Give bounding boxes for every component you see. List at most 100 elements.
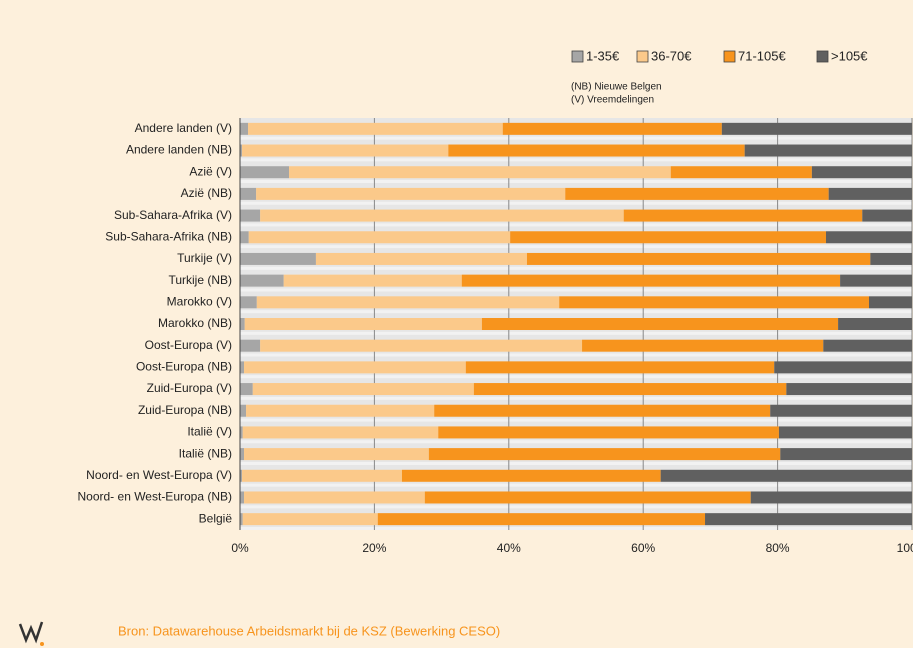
note: (V) Vreemdelingen — [571, 95, 654, 106]
bar-segment — [240, 448, 245, 461]
x-tick-label: 20% — [362, 541, 386, 555]
bar-segment — [240, 318, 245, 330]
bar-segment — [252, 383, 474, 396]
bar-segment — [242, 469, 402, 482]
bar-segment — [428, 448, 781, 461]
row-gap — [240, 223, 912, 227]
legend-label: >105€ — [831, 48, 868, 63]
y-tick-label: Oost-Europa (NB) — [136, 360, 232, 374]
bar-segment — [868, 296, 912, 309]
bar-segment — [240, 187, 257, 200]
logo-dot — [40, 642, 44, 646]
row-gap — [240, 180, 912, 184]
source: Bron: Datawarehouse Arbeidsmarkt bij de … — [118, 623, 500, 638]
bar-segment — [240, 361, 245, 374]
bar-segment — [244, 318, 482, 330]
bar-segment — [289, 166, 671, 179]
y-tick-label: Noord- en West-Europa (V) — [86, 468, 232, 482]
y-tick-label: Turkije (V) — [177, 251, 232, 265]
bar-segment — [240, 166, 290, 179]
bar-segment — [744, 144, 912, 157]
y-tick-label: Italië (V) — [187, 425, 232, 439]
note: (NB) Nieuwe Belgen — [571, 82, 662, 93]
x-tick-label: 60% — [631, 541, 655, 555]
bar-segment — [565, 187, 829, 200]
bar-segment — [526, 252, 871, 265]
row-gap — [240, 158, 912, 162]
bar-segment — [283, 274, 462, 287]
bar-segment — [705, 513, 912, 526]
bar-segment — [240, 426, 243, 439]
bar-segment — [240, 274, 284, 287]
bar-segment — [240, 491, 245, 504]
row-gap — [240, 288, 912, 292]
y-tick-label: Sub-Sahara-Afrika (V) — [114, 208, 232, 222]
bar-segment — [660, 469, 912, 482]
bar-segment — [823, 339, 912, 352]
legend-swatch — [636, 50, 649, 63]
bar-segment — [448, 144, 745, 157]
bar-segment — [774, 361, 912, 374]
row-gap — [240, 440, 912, 444]
bar-segment — [623, 209, 863, 222]
bar-segment — [260, 209, 624, 222]
bar-segment — [242, 426, 439, 439]
bar-segment — [721, 122, 912, 135]
bar-segment — [240, 404, 247, 417]
y-tick-label: Andere landen (NB) — [126, 143, 232, 157]
x-tick-label: 40% — [497, 541, 521, 555]
row-gap — [240, 353, 912, 357]
y-tick-label: België — [199, 511, 233, 525]
bar-segment — [862, 209, 912, 222]
bar-segment — [260, 339, 583, 352]
bar-segment — [240, 513, 243, 526]
bar-segment — [240, 122, 249, 135]
row-gap — [240, 396, 912, 400]
y-tick-label: Azië (NB) — [181, 186, 232, 200]
bar-segment — [315, 252, 527, 265]
bar-segment — [240, 231, 249, 244]
row-gap — [240, 245, 912, 249]
y-tick-label: Marokko (V) — [167, 294, 232, 308]
bar-segment — [244, 448, 429, 461]
bar-segment — [481, 318, 839, 330]
bar-segment — [838, 318, 912, 330]
row-gap — [240, 375, 912, 379]
bar-segment — [438, 426, 779, 439]
legend-swatch — [571, 50, 584, 63]
bar-segment — [811, 166, 912, 179]
x-tick-label: 100% — [897, 541, 913, 555]
bar-segment — [242, 144, 449, 157]
y-tick-label: Oost-Europa (V) — [145, 338, 232, 352]
row-gap — [240, 266, 912, 270]
bar-segment — [244, 491, 425, 504]
bar-segment — [240, 296, 257, 309]
bar-segment — [510, 231, 826, 244]
bar-segment — [256, 187, 566, 200]
x-tick-label: 80% — [766, 541, 790, 555]
bar-segment — [840, 274, 912, 287]
bar-segment — [240, 339, 261, 352]
bar-segment — [434, 404, 771, 417]
bar-segment — [778, 426, 912, 439]
bar-segment — [670, 166, 812, 179]
bar-segment — [750, 491, 912, 504]
bar-segment — [242, 513, 378, 526]
bar-segment — [240, 252, 316, 265]
bar-segment — [780, 448, 912, 461]
bar-segment — [256, 296, 560, 309]
bar-segment — [246, 404, 435, 417]
row-gap — [240, 505, 912, 509]
bar-segment — [582, 339, 824, 352]
logo — [18, 621, 44, 644]
bar-segment — [465, 361, 775, 374]
bar-segment — [770, 404, 912, 417]
y-tick-label: Noord- en West-Europa (NB) — [78, 490, 233, 504]
y-tick-label: Azië (V) — [189, 164, 232, 178]
legend-label: 36-70€ — [651, 48, 692, 63]
bar-segment — [424, 491, 751, 504]
bar-segment — [559, 296, 869, 309]
bar-segment — [870, 252, 912, 265]
bar-segment — [461, 274, 841, 287]
